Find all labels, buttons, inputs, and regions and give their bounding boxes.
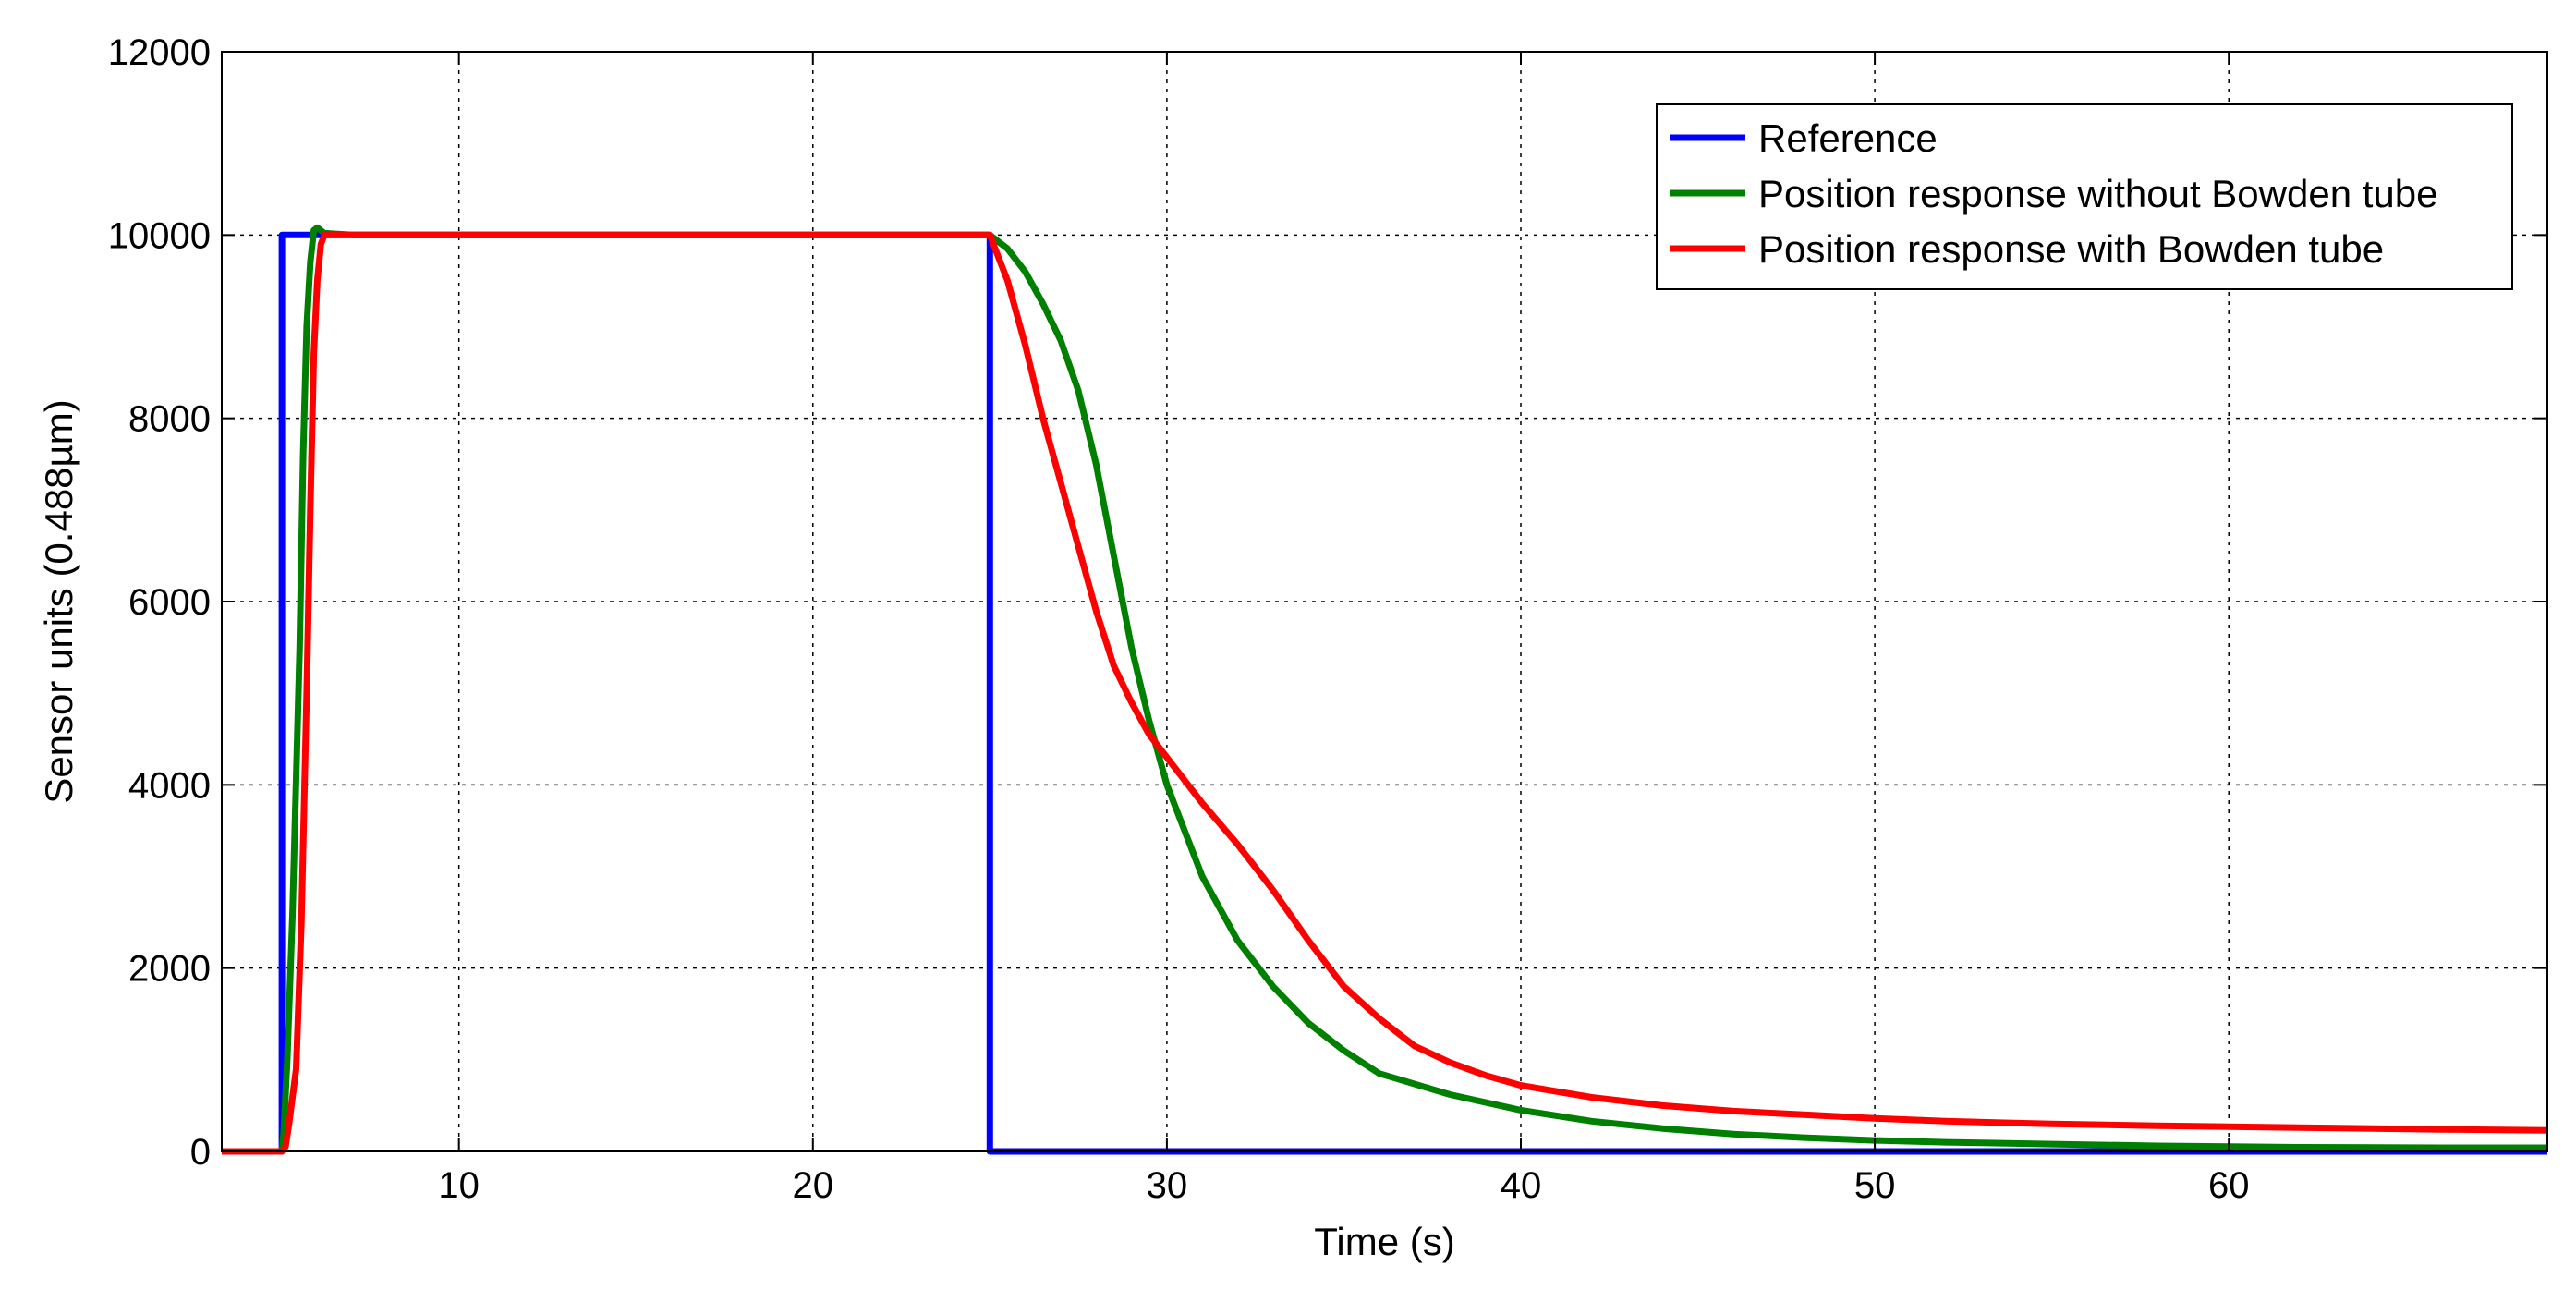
y-tick-label: 10000 [108, 215, 211, 256]
grid [222, 52, 2547, 1151]
y-axis-label: Sensor units (0.488µm) [37, 399, 80, 803]
series-lines [222, 224, 2548, 1155]
y-tick-label: 8000 [128, 399, 211, 440]
series-line-2 [222, 231, 2548, 1155]
y-tick-label: 2000 [128, 949, 211, 990]
legend-box [1656, 103, 2513, 290]
x-tick-label: 50 [1854, 1165, 1896, 1206]
y-tick-label: 12000 [108, 32, 211, 73]
y-tick-label: 6000 [128, 582, 211, 623]
legend-label-2: Position response with Bowden tube [1758, 227, 2384, 271]
legend: Reference Position response without Bowde… [1656, 103, 2513, 290]
x-tick-label: 60 [2208, 1165, 2250, 1206]
x-tick-label: 20 [793, 1165, 834, 1206]
legend-label-0: Reference [1758, 116, 1938, 160]
legend-label-1: Position response without Bowden tube [1758, 172, 2437, 215]
y-tick-label: 0 [190, 1132, 211, 1173]
series-line-1 [222, 224, 2547, 1155]
series-line-0 [222, 231, 2547, 1155]
axis-ticks: 10 20 30 40 50 60 0 2000 4000 6000 8000 10000 12000 [108, 32, 2547, 1206]
y-tick-label: 4000 [128, 765, 211, 806]
x-tick-label: 10 [438, 1165, 480, 1206]
x-tick-label: 30 [1147, 1165, 1188, 1206]
x-tick-label: 40 [1501, 1165, 1542, 1206]
x-axis-label: Time (s) [1314, 1220, 1454, 1263]
